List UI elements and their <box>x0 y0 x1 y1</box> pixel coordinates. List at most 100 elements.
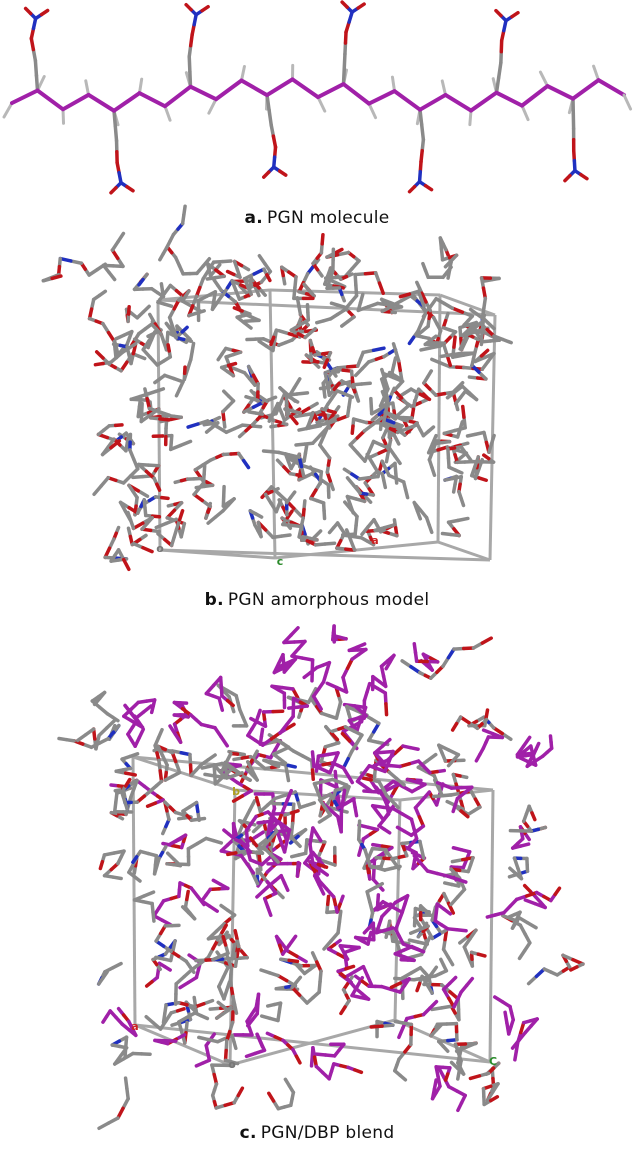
bond <box>294 379 299 388</box>
bond <box>341 1007 345 1013</box>
bond <box>94 486 101 494</box>
bond <box>374 348 384 350</box>
bond <box>461 499 463 506</box>
bond <box>242 66 245 80</box>
bond <box>201 1016 207 1019</box>
bond <box>269 397 275 400</box>
bond <box>168 345 169 351</box>
bond <box>318 865 326 868</box>
bond <box>505 1012 507 1023</box>
bond <box>391 983 400 987</box>
bond <box>111 188 116 193</box>
bond <box>179 818 185 819</box>
bond <box>115 126 116 141</box>
bond <box>476 755 479 761</box>
bond <box>352 426 353 433</box>
bond <box>420 95 446 110</box>
cell-edge <box>158 300 160 550</box>
caption-text: PGN molecule <box>267 208 390 228</box>
bond <box>394 435 399 444</box>
bond <box>442 534 450 535</box>
bond <box>458 1070 460 1079</box>
bond <box>168 853 174 859</box>
bond <box>36 76 37 91</box>
bond <box>97 352 103 358</box>
cell-edge <box>160 550 490 560</box>
bond <box>288 765 295 767</box>
bond <box>256 514 262 517</box>
bond <box>264 451 271 452</box>
bond <box>432 1008 442 1010</box>
bond <box>172 773 179 777</box>
bond <box>420 110 422 125</box>
bond <box>411 748 419 750</box>
bond <box>395 1022 403 1023</box>
bond <box>221 737 227 746</box>
bond <box>186 5 191 10</box>
bond <box>269 1093 274 1101</box>
bond <box>124 560 129 570</box>
cell-edge <box>133 757 135 1025</box>
bond <box>228 272 234 275</box>
bond <box>420 394 429 399</box>
bond <box>209 99 216 113</box>
bond <box>187 891 188 899</box>
bond <box>190 72 191 87</box>
bond <box>491 1097 498 1101</box>
bond <box>395 978 405 979</box>
bond <box>528 923 536 928</box>
bond <box>305 446 306 454</box>
bond <box>293 79 319 97</box>
bond <box>257 832 264 836</box>
bond <box>320 478 321 484</box>
bond <box>406 490 408 498</box>
bond <box>140 93 166 106</box>
panel-letter: b. <box>205 590 224 610</box>
bond <box>38 91 64 110</box>
bond <box>386 704 387 715</box>
bond <box>470 1076 479 1079</box>
bond <box>453 848 461 850</box>
bond <box>344 54 345 69</box>
bond <box>259 256 264 264</box>
bond <box>280 171 286 175</box>
bond <box>249 412 256 413</box>
bond <box>470 111 471 125</box>
bond <box>156 957 163 959</box>
bond <box>432 467 435 475</box>
bond <box>292 855 299 857</box>
bond <box>334 383 339 389</box>
bond <box>12 91 38 103</box>
bond <box>199 1037 208 1039</box>
bond <box>296 444 304 445</box>
bond <box>279 500 281 506</box>
bond <box>359 719 361 725</box>
bond <box>228 853 236 855</box>
bond <box>428 427 433 431</box>
bond <box>414 644 415 653</box>
bond <box>165 87 191 107</box>
bond <box>127 187 133 191</box>
bond <box>292 811 299 813</box>
bond <box>525 886 531 892</box>
bond <box>147 982 152 986</box>
bond <box>411 930 420 934</box>
bond <box>157 484 160 490</box>
bond <box>52 276 61 278</box>
bond <box>344 759 348 766</box>
bond <box>103 1017 107 1023</box>
bond <box>362 383 371 384</box>
bond <box>284 883 287 890</box>
bond <box>384 829 389 833</box>
bond <box>246 397 252 399</box>
bond <box>496 11 501 16</box>
bond <box>364 928 368 933</box>
bond <box>550 736 551 742</box>
bond <box>257 798 259 805</box>
bond <box>325 543 335 544</box>
bond <box>126 773 135 775</box>
bond <box>165 106 170 120</box>
bond <box>369 91 395 104</box>
bond <box>176 839 181 842</box>
bond <box>63 109 64 123</box>
